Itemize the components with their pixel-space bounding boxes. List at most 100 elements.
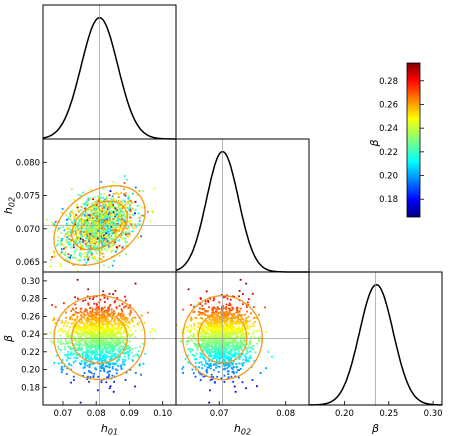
sample-point (109, 222, 112, 225)
sample-point (68, 334, 71, 337)
sample-point (73, 233, 76, 236)
sample-point (57, 236, 60, 239)
sample-point (235, 346, 237, 349)
sample-point (223, 348, 226, 350)
sample-point (70, 381, 72, 384)
sample-point (225, 324, 227, 327)
sample-point (227, 336, 229, 339)
sample-point (104, 360, 107, 363)
sample-point (100, 225, 103, 228)
sample-point (92, 298, 94, 300)
sample-point (90, 353, 93, 356)
sample-point (73, 339, 76, 341)
sample-point (212, 364, 215, 366)
sample-point (210, 328, 213, 331)
sample-point (57, 341, 60, 343)
sample-point (87, 232, 90, 234)
sample-point (94, 235, 96, 237)
sample-point (220, 329, 223, 332)
sample-point (89, 348, 92, 351)
sample-point (128, 213, 131, 216)
sample-point (120, 308, 123, 310)
sample-point (254, 321, 256, 323)
sample-point (73, 352, 76, 355)
sample-point (60, 240, 63, 242)
sample-point (50, 340, 52, 342)
sample-point (60, 361, 63, 364)
sample-point (79, 401, 82, 404)
sample-point (129, 310, 132, 313)
sample-point (123, 188, 125, 190)
sample-point (249, 357, 252, 359)
sample-point (91, 358, 93, 361)
sample-point (213, 338, 216, 340)
sample-point (129, 219, 132, 222)
sample-point (83, 213, 86, 216)
sample-point (92, 218, 94, 221)
sample-point (82, 351, 85, 354)
sample-point (75, 247, 78, 250)
sample-point (186, 340, 189, 343)
sample-point (215, 314, 218, 316)
sample-point (213, 342, 216, 344)
sample-point (230, 326, 232, 329)
sample-point (215, 334, 218, 336)
sample-point (129, 208, 132, 211)
sample-point (72, 308, 75, 311)
sample-point (111, 316, 113, 319)
sample-point (201, 339, 203, 342)
sample-point (65, 222, 68, 225)
sample-point (103, 193, 105, 195)
sample-point (124, 330, 127, 333)
sample-point (220, 348, 223, 351)
sample-point (78, 220, 80, 223)
sample-point (201, 331, 204, 334)
sample-point (215, 359, 218, 361)
sample-point (65, 342, 67, 345)
sample-point (187, 336, 190, 339)
sample-point (118, 324, 121, 326)
sample-point (113, 260, 115, 262)
sample-point (86, 241, 88, 244)
sample-point (71, 314, 74, 316)
sample-point (218, 338, 221, 341)
sample-point (115, 306, 118, 308)
sample-point (95, 235, 98, 238)
sample-point (95, 368, 98, 371)
sample-point (77, 193, 80, 196)
sample-point (250, 335, 253, 338)
sample-point (118, 304, 121, 307)
sample-point (93, 227, 96, 230)
sample-point (214, 336, 216, 339)
sample-point (239, 347, 242, 350)
sample-point (229, 348, 232, 351)
sample-point (114, 192, 117, 195)
sample-point (112, 241, 115, 244)
sample-point (231, 317, 234, 320)
sample-point (114, 209, 117, 212)
sample-point (214, 325, 217, 328)
sample-point (232, 372, 235, 375)
sample-point (118, 359, 120, 361)
sample-point (84, 308, 87, 311)
sample-point (218, 337, 221, 339)
sample-point (113, 345, 115, 348)
sample-point (223, 307, 225, 310)
colorbar-tick-label: 0.24 (379, 124, 398, 134)
sample-point (52, 319, 54, 322)
sample-point (120, 216, 122, 219)
sample-point (104, 344, 107, 347)
sample-point (102, 223, 105, 225)
sample-point (68, 328, 71, 331)
sample-point (74, 296, 76, 299)
sample-point (130, 311, 132, 314)
sample-point (80, 215, 83, 217)
sample-point (126, 233, 128, 235)
sample-point (81, 339, 83, 342)
colorbar-label: β (368, 139, 381, 147)
sample-point (82, 213, 84, 216)
sample-point (252, 325, 255, 327)
sample-point (112, 238, 115, 241)
sample-point (220, 313, 223, 315)
sample-point (117, 327, 120, 330)
